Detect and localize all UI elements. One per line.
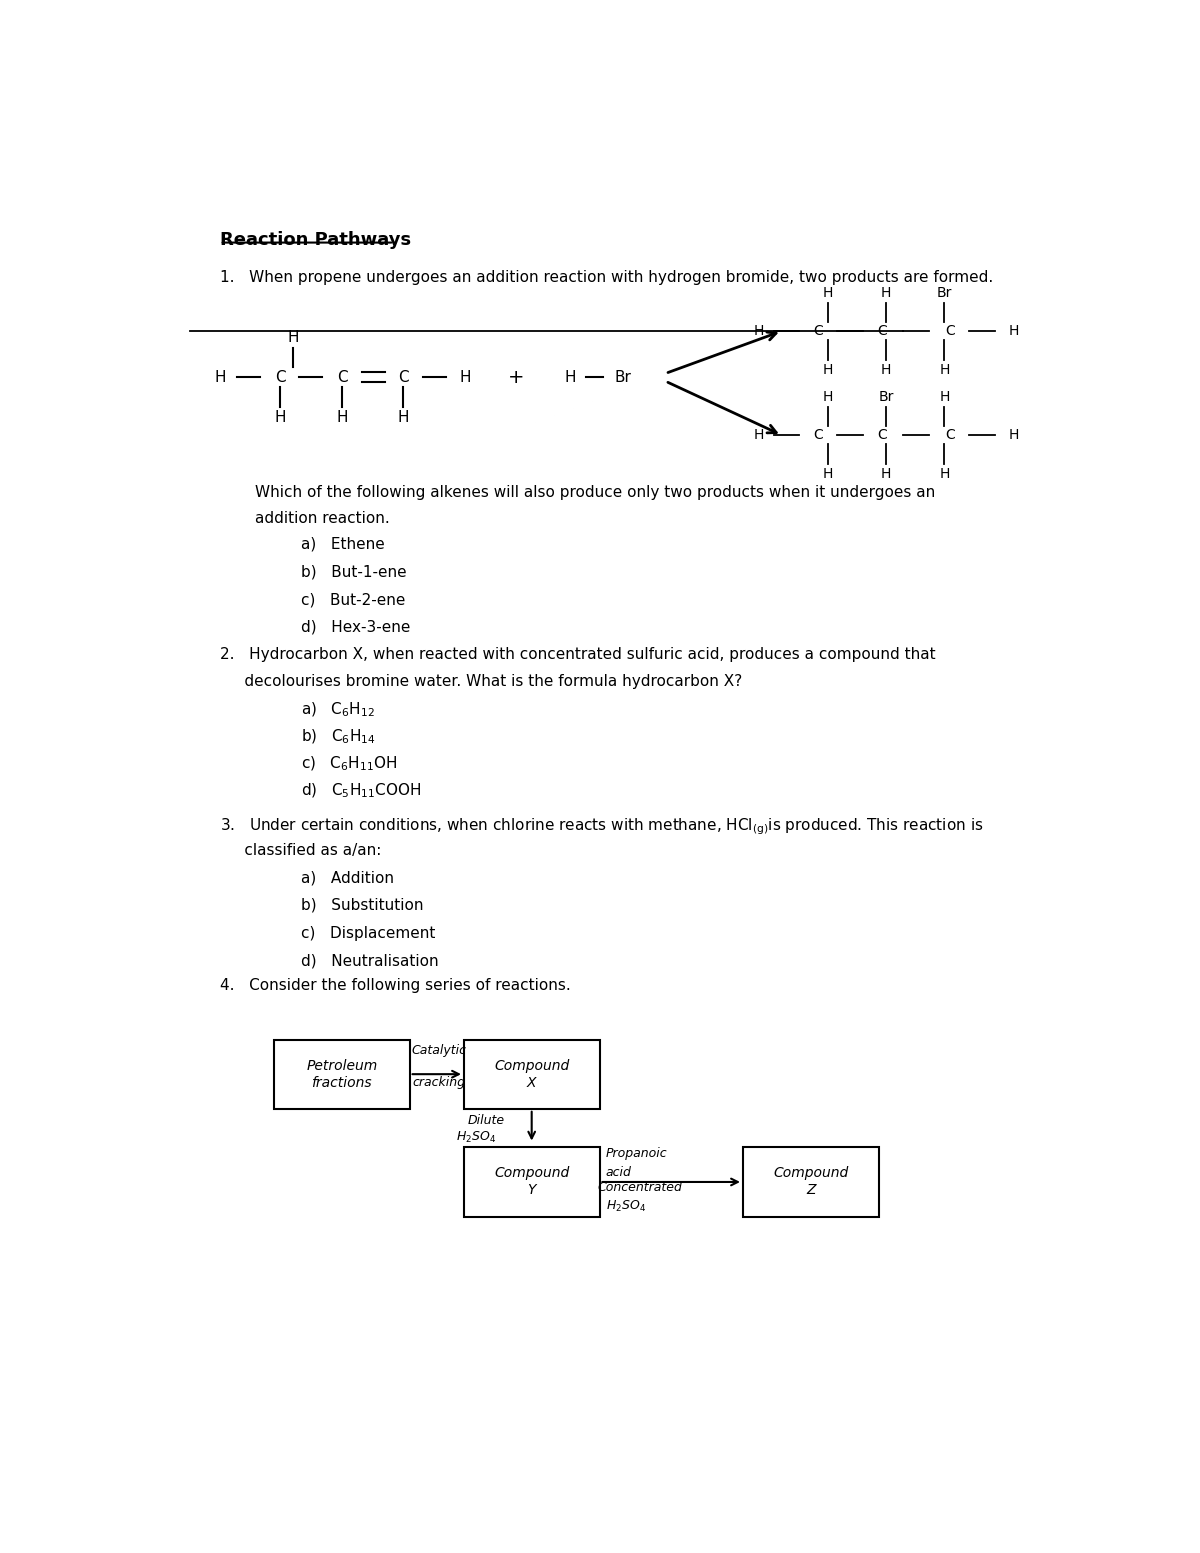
- Text: c)   $\mathregular{C_6H_{11}}$OH: c) $\mathregular{C_6H_{11}}$OH: [301, 755, 397, 773]
- Text: 2.   Hydrocarbon X, when reacted with concentrated sulfuric acid, produces a com: 2. Hydrocarbon X, when reacted with conc…: [220, 646, 935, 662]
- Text: 1.   When propene undergoes an addition reaction with hydrogen bromide, two prod: 1. When propene undergoes an addition re…: [220, 270, 994, 284]
- Text: H: H: [214, 370, 226, 385]
- Text: Y: Y: [528, 1183, 536, 1197]
- Text: a)   Addition: a) Addition: [301, 870, 394, 885]
- Text: a)   $\mathregular{C_6H_{12}}$: a) $\mathregular{C_6H_{12}}$: [301, 700, 376, 719]
- Text: decolourises bromine water. What is the formula hydrocarbon X?: decolourises bromine water. What is the …: [220, 674, 742, 690]
- Text: H: H: [288, 329, 299, 345]
- Bar: [464, 1039, 600, 1109]
- Text: X: X: [527, 1076, 536, 1090]
- Text: H: H: [754, 325, 763, 339]
- Text: H: H: [881, 466, 892, 480]
- Text: C: C: [337, 370, 348, 385]
- Text: H: H: [564, 370, 576, 385]
- Text: H: H: [397, 410, 409, 426]
- Text: H: H: [336, 410, 348, 426]
- Text: H: H: [823, 466, 833, 480]
- Text: Concentrated: Concentrated: [598, 1182, 683, 1194]
- Text: H: H: [940, 466, 949, 480]
- Text: $H_2SO_4$: $H_2SO_4$: [456, 1129, 496, 1145]
- Text: Which of the following alkenes will also produce only two products when it under: Which of the following alkenes will also…: [254, 485, 935, 500]
- Text: H: H: [823, 390, 833, 404]
- Text: 4.   Consider the following series of reactions.: 4. Consider the following series of reac…: [220, 978, 570, 992]
- Text: addition reaction.: addition reaction.: [254, 511, 389, 525]
- Text: C: C: [814, 429, 823, 443]
- Text: H: H: [460, 370, 472, 385]
- Text: Compound: Compound: [494, 1166, 569, 1180]
- Text: H: H: [1009, 325, 1019, 339]
- Text: Z: Z: [806, 1183, 816, 1197]
- Text: cracking: cracking: [412, 1076, 464, 1089]
- Text: H: H: [940, 390, 949, 404]
- Text: H: H: [881, 286, 892, 300]
- Text: b)   Substitution: b) Substitution: [301, 898, 424, 913]
- Text: fractions: fractions: [312, 1076, 372, 1090]
- Text: H: H: [1009, 429, 1019, 443]
- Text: acid: acid: [606, 1166, 631, 1179]
- Text: Compound: Compound: [773, 1166, 848, 1180]
- Text: Br: Br: [937, 286, 952, 300]
- Text: C: C: [944, 429, 955, 443]
- Text: classified as a/an:: classified as a/an:: [220, 843, 382, 859]
- Text: C: C: [877, 325, 887, 339]
- Text: H: H: [275, 410, 286, 426]
- Text: +: +: [508, 368, 524, 387]
- Text: Petroleum: Petroleum: [306, 1059, 378, 1073]
- Text: Br: Br: [614, 370, 631, 385]
- Text: H: H: [881, 362, 892, 377]
- Text: C: C: [877, 429, 887, 443]
- Text: 3.   Under certain conditions, when chlorine reacts with methane, HCl$\mathregul: 3. Under certain conditions, when chlori…: [220, 817, 983, 837]
- Text: H: H: [823, 286, 833, 300]
- Text: Br: Br: [878, 390, 894, 404]
- Bar: [274, 1039, 409, 1109]
- Text: H: H: [754, 429, 763, 443]
- Text: c)   But-2-ene: c) But-2-ene: [301, 592, 406, 607]
- Text: C: C: [275, 370, 286, 385]
- Text: H: H: [823, 362, 833, 377]
- Bar: [743, 1148, 878, 1216]
- Text: c)   Displacement: c) Displacement: [301, 926, 436, 941]
- Bar: [464, 1148, 600, 1216]
- Text: C: C: [944, 325, 955, 339]
- Text: Compound: Compound: [494, 1059, 569, 1073]
- Text: a)   Ethene: a) Ethene: [301, 537, 385, 551]
- Text: d)   Hex-3-ene: d) Hex-3-ene: [301, 620, 410, 635]
- Text: C: C: [398, 370, 409, 385]
- Text: b)   $\mathregular{C_6H_{14}}$: b) $\mathregular{C_6H_{14}}$: [301, 728, 376, 745]
- Text: Reaction Pathways: Reaction Pathways: [220, 231, 410, 248]
- Text: d)   $\mathregular{C_5H_{11}}$COOH: d) $\mathregular{C_5H_{11}}$COOH: [301, 781, 421, 800]
- Text: C: C: [814, 325, 823, 339]
- Text: Catalytic: Catalytic: [412, 1044, 467, 1058]
- Text: $H_2SO_4$: $H_2SO_4$: [606, 1199, 646, 1214]
- Text: Dilute: Dilute: [468, 1114, 505, 1127]
- Text: d)   Neutralisation: d) Neutralisation: [301, 954, 439, 968]
- Text: Propanoic: Propanoic: [606, 1148, 667, 1160]
- Text: b)   But-1-ene: b) But-1-ene: [301, 564, 407, 579]
- Text: H: H: [940, 362, 949, 377]
